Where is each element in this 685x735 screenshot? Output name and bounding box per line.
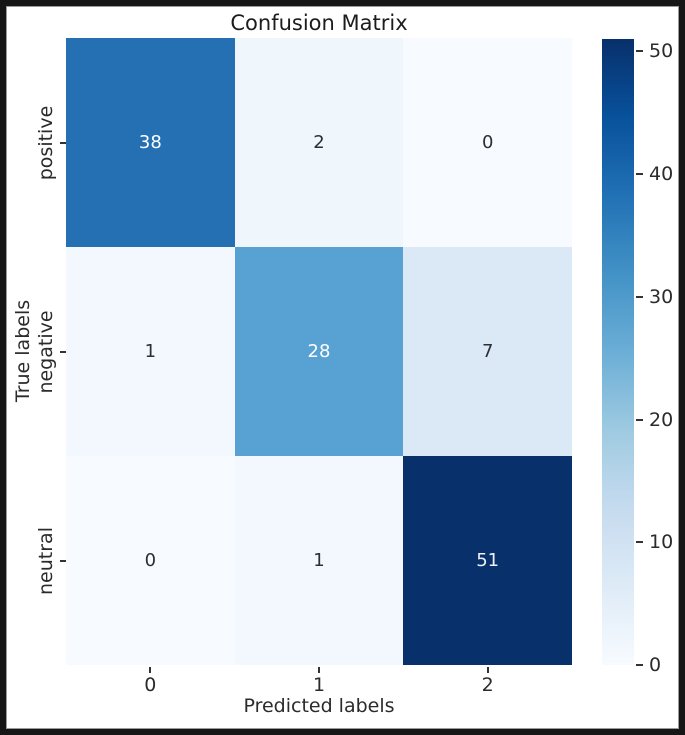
colorbar-tick-label: 40	[649, 163, 674, 186]
heatmap-grid: 38 2 0 1 28 7 0 1 51	[66, 38, 572, 665]
y-tick-label: neutral	[35, 526, 57, 595]
x-tick-mark	[486, 667, 489, 673]
x-tick-mark	[149, 667, 152, 673]
heatmap-cell: 1	[234, 456, 404, 665]
colorbar-tick-mark	[636, 664, 643, 666]
x-tick-label: 1	[312, 674, 326, 696]
colorbar-tick-mark	[636, 50, 643, 53]
x-tick-label: 0	[144, 674, 157, 696]
heatmap-cell: 0	[66, 456, 235, 665]
colorbar-tick-label: 20	[649, 408, 674, 431]
y-tick-mark	[60, 350, 66, 353]
y-tick-label: positive	[35, 105, 57, 180]
y-tick-mark	[60, 559, 66, 562]
heatmap-cell: 2	[234, 38, 404, 247]
colorbar-tick-mark	[636, 418, 643, 421]
colorbar-tick-label: 10	[649, 531, 674, 554]
chart-title: Confusion Matrix	[230, 11, 408, 35]
colorbar-tick-label: 30	[649, 285, 674, 308]
y-axis-label: True labels	[12, 299, 34, 403]
heatmap-cell: 38	[66, 38, 235, 247]
x-tick-label: 2	[481, 674, 494, 696]
colorbar-tick-mark	[636, 541, 643, 544]
x-axis-label: Predicted labels	[243, 695, 395, 717]
heatmap-cell: 28	[234, 247, 404, 456]
heatmap-cell: 0	[403, 38, 572, 247]
colorbar-tick-label: 0	[649, 654, 662, 676]
colorbar-tick-mark	[636, 173, 643, 176]
heatmap-cell: 7	[403, 247, 572, 456]
y-tick-label: negative	[35, 309, 57, 394]
heatmap-cell: 51	[403, 456, 572, 665]
y-tick-mark	[60, 141, 66, 144]
colorbar	[602, 39, 634, 665]
heatmap-cell: 1	[66, 247, 235, 456]
colorbar-tick-label: 50	[649, 40, 674, 63]
x-tick-mark	[318, 667, 320, 673]
colorbar-tick-mark	[636, 295, 643, 298]
